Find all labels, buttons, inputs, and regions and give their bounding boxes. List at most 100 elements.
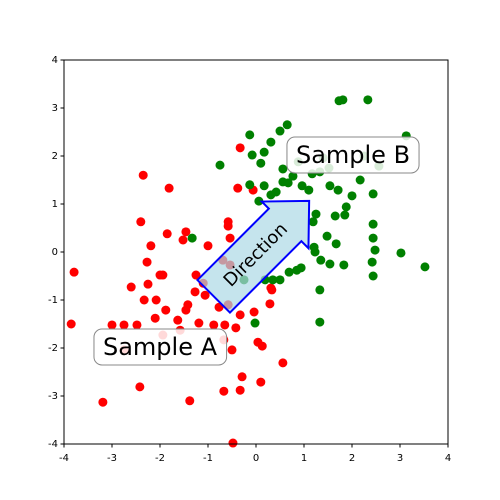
annotation-box	[93, 328, 228, 366]
point	[368, 233, 378, 243]
point	[231, 323, 241, 333]
annotation-text: Sample A	[103, 333, 218, 361]
point	[334, 96, 344, 106]
point	[256, 377, 266, 387]
point	[259, 147, 269, 157]
point	[368, 189, 378, 199]
point	[138, 170, 148, 180]
point	[235, 143, 245, 153]
point	[308, 217, 318, 227]
point	[325, 181, 335, 191]
point	[256, 158, 266, 168]
point	[142, 257, 152, 267]
point	[420, 262, 430, 272]
point	[190, 287, 200, 297]
point	[333, 185, 343, 195]
point	[368, 219, 378, 229]
point	[250, 318, 260, 328]
point	[278, 164, 288, 174]
point	[162, 229, 172, 239]
point	[297, 181, 307, 191]
point	[107, 320, 117, 330]
point	[237, 372, 247, 382]
point	[278, 177, 288, 187]
y-tick-label: 2	[52, 151, 58, 162]
point	[150, 313, 160, 323]
point	[247, 150, 257, 160]
point	[136, 217, 146, 227]
point	[194, 318, 204, 328]
point	[181, 227, 191, 237]
point	[249, 307, 259, 317]
point	[254, 196, 264, 206]
point	[282, 120, 292, 130]
point	[228, 438, 238, 448]
point	[223, 221, 233, 231]
point	[215, 160, 225, 170]
y-tick-label: 4	[52, 55, 58, 66]
annotations: Sample A Sample B Direction	[93, 136, 420, 366]
y-tick-label: -1	[48, 295, 58, 306]
y-tick-label: 0	[52, 247, 58, 258]
point	[271, 187, 281, 197]
point	[185, 396, 195, 406]
y-tick-label: 1	[52, 199, 58, 210]
point	[220, 320, 230, 330]
point	[164, 183, 174, 193]
point	[257, 341, 267, 351]
point	[66, 319, 76, 329]
x-tick-label: 4	[445, 453, 451, 464]
point	[331, 239, 341, 249]
x-tick-label: -3	[107, 453, 117, 464]
point	[161, 305, 171, 315]
point	[203, 241, 213, 251]
point	[126, 282, 136, 292]
point	[235, 385, 245, 395]
point	[266, 283, 276, 293]
annotation: Sample A	[93, 328, 228, 366]
annotation-box	[286, 136, 420, 174]
point	[367, 257, 377, 267]
point	[322, 231, 332, 241]
x-tick-label: 2	[349, 453, 355, 464]
point	[266, 137, 276, 147]
point	[209, 320, 219, 330]
point	[187, 233, 197, 243]
point	[233, 183, 243, 193]
x-tick-label: 0	[253, 453, 259, 464]
point	[119, 320, 129, 330]
y-tick-label: -4	[48, 439, 58, 450]
point	[178, 235, 188, 245]
point	[292, 265, 302, 275]
point	[363, 95, 373, 105]
point	[158, 270, 168, 280]
point	[340, 210, 350, 220]
point	[200, 290, 210, 300]
point	[347, 191, 357, 201]
annotation: Sample B	[286, 136, 420, 174]
point	[304, 185, 314, 195]
point	[268, 275, 278, 285]
point	[181, 305, 191, 315]
points	[66, 95, 430, 448]
point	[278, 358, 288, 368]
point	[225, 233, 235, 243]
point	[284, 267, 294, 277]
point	[219, 386, 229, 396]
x-tick-label: -2	[155, 453, 165, 464]
point	[146, 241, 156, 251]
point	[368, 271, 378, 281]
point	[98, 397, 108, 407]
point	[143, 279, 153, 289]
annotation-text: Sample B	[296, 141, 410, 169]
y-tick-label: -3	[48, 391, 58, 402]
point	[265, 299, 275, 309]
point	[325, 259, 335, 269]
point	[275, 275, 285, 285]
point	[315, 285, 325, 295]
point	[288, 171, 298, 181]
x-tick-label: -4	[59, 453, 69, 464]
x-tick-label: 3	[397, 453, 403, 464]
point	[341, 202, 351, 212]
